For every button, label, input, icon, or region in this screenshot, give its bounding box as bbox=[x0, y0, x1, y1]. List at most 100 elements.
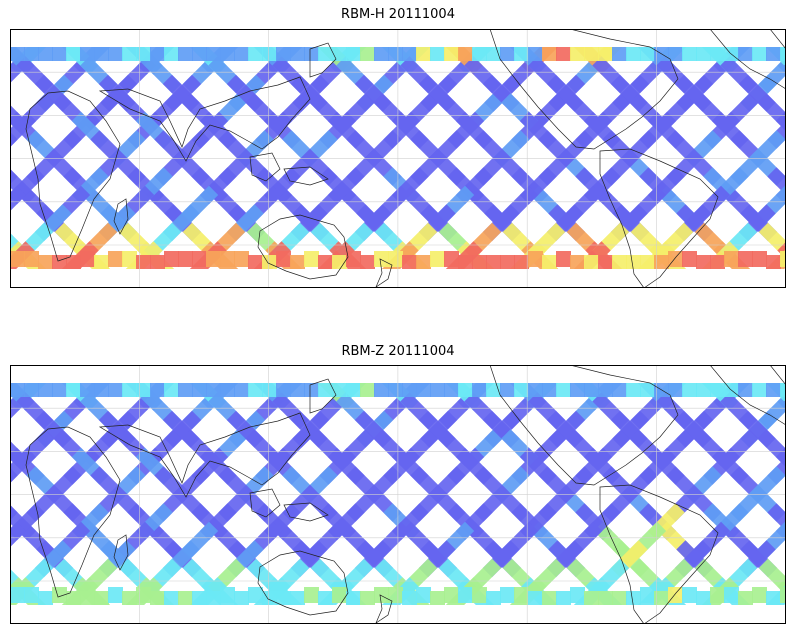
swath-segment bbox=[668, 251, 683, 267]
swath-segment bbox=[416, 383, 431, 397]
swath-segment bbox=[472, 47, 487, 61]
swath-segment bbox=[500, 383, 515, 397]
swath-segment bbox=[360, 383, 375, 397]
swath-segment bbox=[150, 591, 165, 605]
swath-segment bbox=[584, 255, 599, 269]
swath-segment bbox=[542, 255, 557, 269]
swath-segment bbox=[416, 587, 431, 603]
swath-segment bbox=[290, 47, 305, 61]
swath-segment bbox=[10, 383, 25, 397]
swath-segment bbox=[388, 587, 403, 603]
swath-segment bbox=[430, 591, 445, 605]
swath-segment bbox=[80, 383, 95, 397]
swath-segment bbox=[136, 383, 151, 397]
swath-segment bbox=[10, 185, 27, 212]
swath-segment bbox=[430, 251, 445, 267]
swath-segment bbox=[346, 47, 361, 61]
swath-segment bbox=[304, 47, 319, 61]
swath-segment bbox=[276, 47, 291, 61]
swath-segment bbox=[304, 587, 319, 603]
map-frame bbox=[10, 29, 786, 288]
swath-segment bbox=[318, 383, 333, 397]
swath-segment bbox=[52, 47, 67, 61]
swath-segment bbox=[122, 251, 137, 267]
swath-segment bbox=[66, 591, 81, 605]
swath-segment bbox=[332, 255, 347, 269]
swath-segment bbox=[556, 47, 571, 61]
swath-segment bbox=[570, 587, 585, 603]
swath-segment bbox=[290, 255, 305, 269]
swath-segment bbox=[290, 591, 305, 605]
swath-segment bbox=[640, 47, 655, 61]
swath-segment bbox=[766, 255, 781, 269]
swath-segment bbox=[696, 383, 711, 397]
swath-segment bbox=[430, 383, 445, 397]
swath-segment bbox=[206, 47, 221, 61]
swath-segment bbox=[416, 255, 431, 269]
swath-segment bbox=[598, 383, 613, 397]
swath-segment bbox=[570, 47, 585, 61]
swath-segment bbox=[710, 383, 725, 397]
swath-segment bbox=[402, 255, 417, 269]
swath-segment bbox=[766, 383, 781, 397]
swath-segment bbox=[234, 383, 249, 397]
swath-segment bbox=[626, 255, 641, 269]
coastline bbox=[257, 214, 349, 280]
swath-segment bbox=[94, 591, 109, 605]
swath-segment bbox=[220, 587, 235, 603]
swath-segment bbox=[262, 383, 277, 397]
coastline bbox=[98, 76, 311, 162]
swath-segment bbox=[388, 251, 403, 267]
swath-segment bbox=[304, 251, 319, 267]
swath-segment bbox=[598, 591, 613, 605]
swath-segment bbox=[402, 383, 417, 397]
coastline bbox=[249, 152, 281, 182]
swath-segment bbox=[108, 587, 123, 603]
swath-segment bbox=[136, 255, 151, 269]
swath-segment bbox=[640, 255, 655, 269]
swath-segment bbox=[584, 591, 599, 605]
swath-segment bbox=[752, 587, 767, 603]
swath-segment bbox=[248, 255, 263, 269]
swath-segment bbox=[584, 47, 599, 61]
swath-segment bbox=[178, 383, 193, 397]
swath-segment bbox=[38, 255, 53, 269]
swath-segment bbox=[528, 47, 543, 61]
swath-segment bbox=[10, 56, 28, 84]
swath-segment bbox=[738, 591, 753, 605]
coastlines bbox=[25, 29, 786, 288]
swath-segment bbox=[430, 47, 445, 61]
coastline bbox=[375, 594, 393, 624]
swath-segment bbox=[570, 383, 585, 397]
swath-segment bbox=[136, 47, 151, 61]
coastline bbox=[25, 426, 121, 598]
swath-segment bbox=[682, 383, 697, 397]
swath-segment bbox=[234, 47, 249, 61]
swath-segment bbox=[332, 587, 347, 603]
swath-segment bbox=[374, 47, 389, 61]
swath-segment bbox=[192, 383, 207, 397]
swath-segment bbox=[66, 255, 81, 269]
swath-segment bbox=[66, 383, 81, 397]
swath-segment bbox=[374, 251, 389, 267]
panel-title-rbm-h: RBM-H 20111004 bbox=[341, 7, 455, 22]
swath-segment bbox=[458, 47, 473, 61]
swath-segment bbox=[108, 47, 123, 61]
swath-segment bbox=[612, 47, 627, 61]
swath-segment bbox=[682, 587, 697, 603]
swath-segment bbox=[514, 47, 529, 61]
swath-segment bbox=[10, 521, 27, 548]
swath-segment bbox=[472, 383, 487, 397]
swath-segment bbox=[780, 587, 786, 603]
swath-segment bbox=[10, 251, 25, 267]
swath-segment bbox=[472, 255, 487, 269]
swath-segment bbox=[626, 383, 641, 397]
swath-segment bbox=[444, 47, 459, 61]
swath-segment bbox=[178, 251, 193, 267]
swath-segment bbox=[38, 383, 53, 397]
swath-segment bbox=[612, 591, 627, 605]
coastline bbox=[599, 148, 719, 288]
swath-segment bbox=[486, 47, 501, 61]
swath-segment bbox=[248, 47, 263, 61]
swath-segment bbox=[780, 383, 786, 397]
